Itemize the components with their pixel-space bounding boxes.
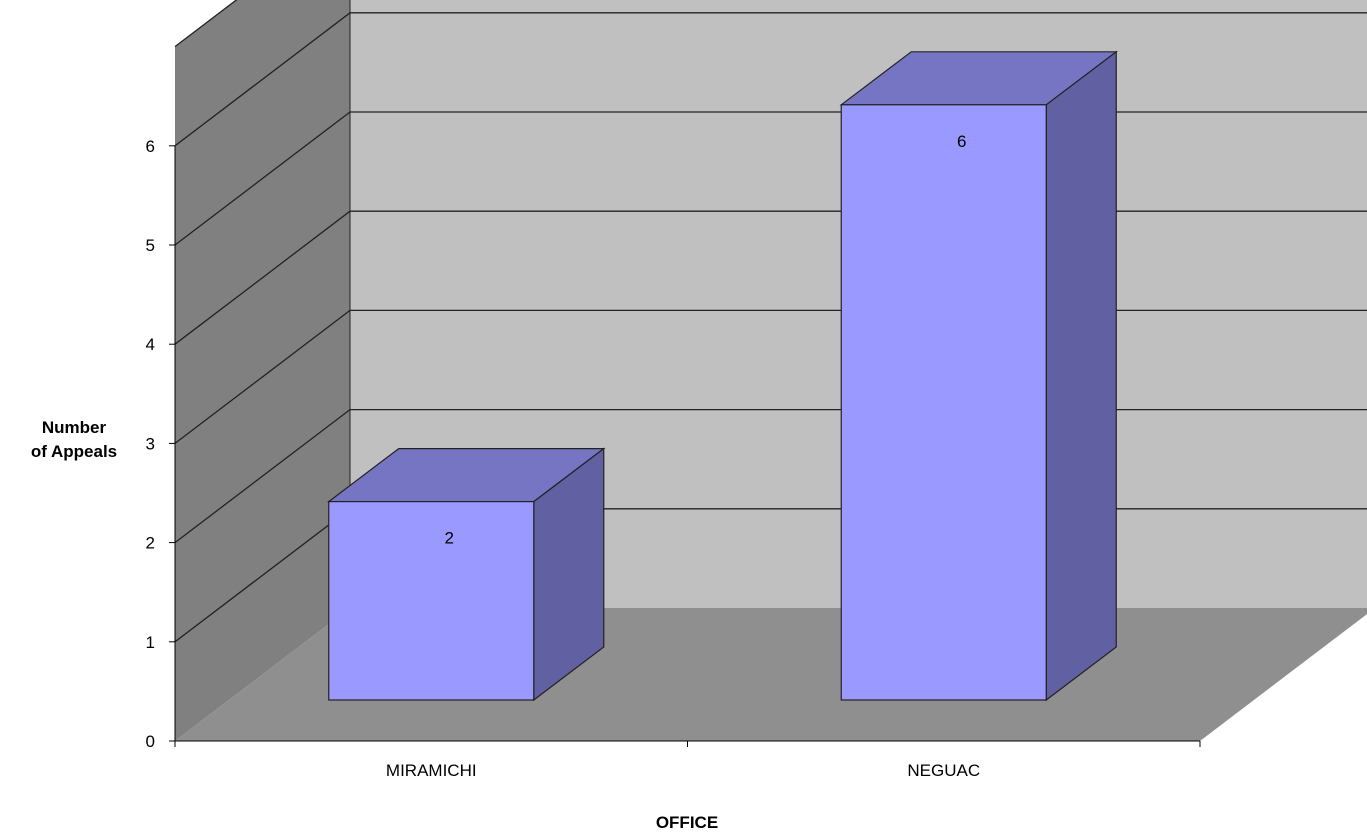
gridline: [174, 12, 1367, 147]
y-tick-label: 2: [146, 534, 155, 553]
wall-top-edge: [174, 0, 238, 48]
side-wall: [175, 0, 350, 741]
labels: Number of Appeals OFFICE: [31, 418, 718, 832]
x-tick-label: MIRAMICHI: [386, 761, 477, 780]
y-axis-title-line-1: Number: [42, 418, 107, 437]
y-tick-label: 0: [146, 732, 155, 751]
axes: 0 1 2 3 4 5 6 MIRAMICHI NEGUAC: [146, 137, 1201, 780]
data-label: 6: [957, 132, 966, 151]
y-tick-label: 5: [146, 236, 155, 255]
y-tick-label: 4: [146, 335, 155, 354]
bar: [840, 104, 1047, 701]
x-tick-label: NEGUAC: [907, 761, 980, 780]
x-axis-title: OFFICE: [656, 813, 718, 832]
y-axis-title-line-2: of Appeals: [31, 442, 117, 461]
y-tick-label: 1: [146, 633, 155, 652]
bars: 26: [326, 50, 1119, 702]
y-tick-label: 6: [146, 137, 155, 156]
bar-side: [1045, 50, 1117, 702]
data-label: 2: [445, 529, 454, 548]
y-tick-label: 3: [146, 434, 155, 453]
bar: [328, 501, 535, 701]
